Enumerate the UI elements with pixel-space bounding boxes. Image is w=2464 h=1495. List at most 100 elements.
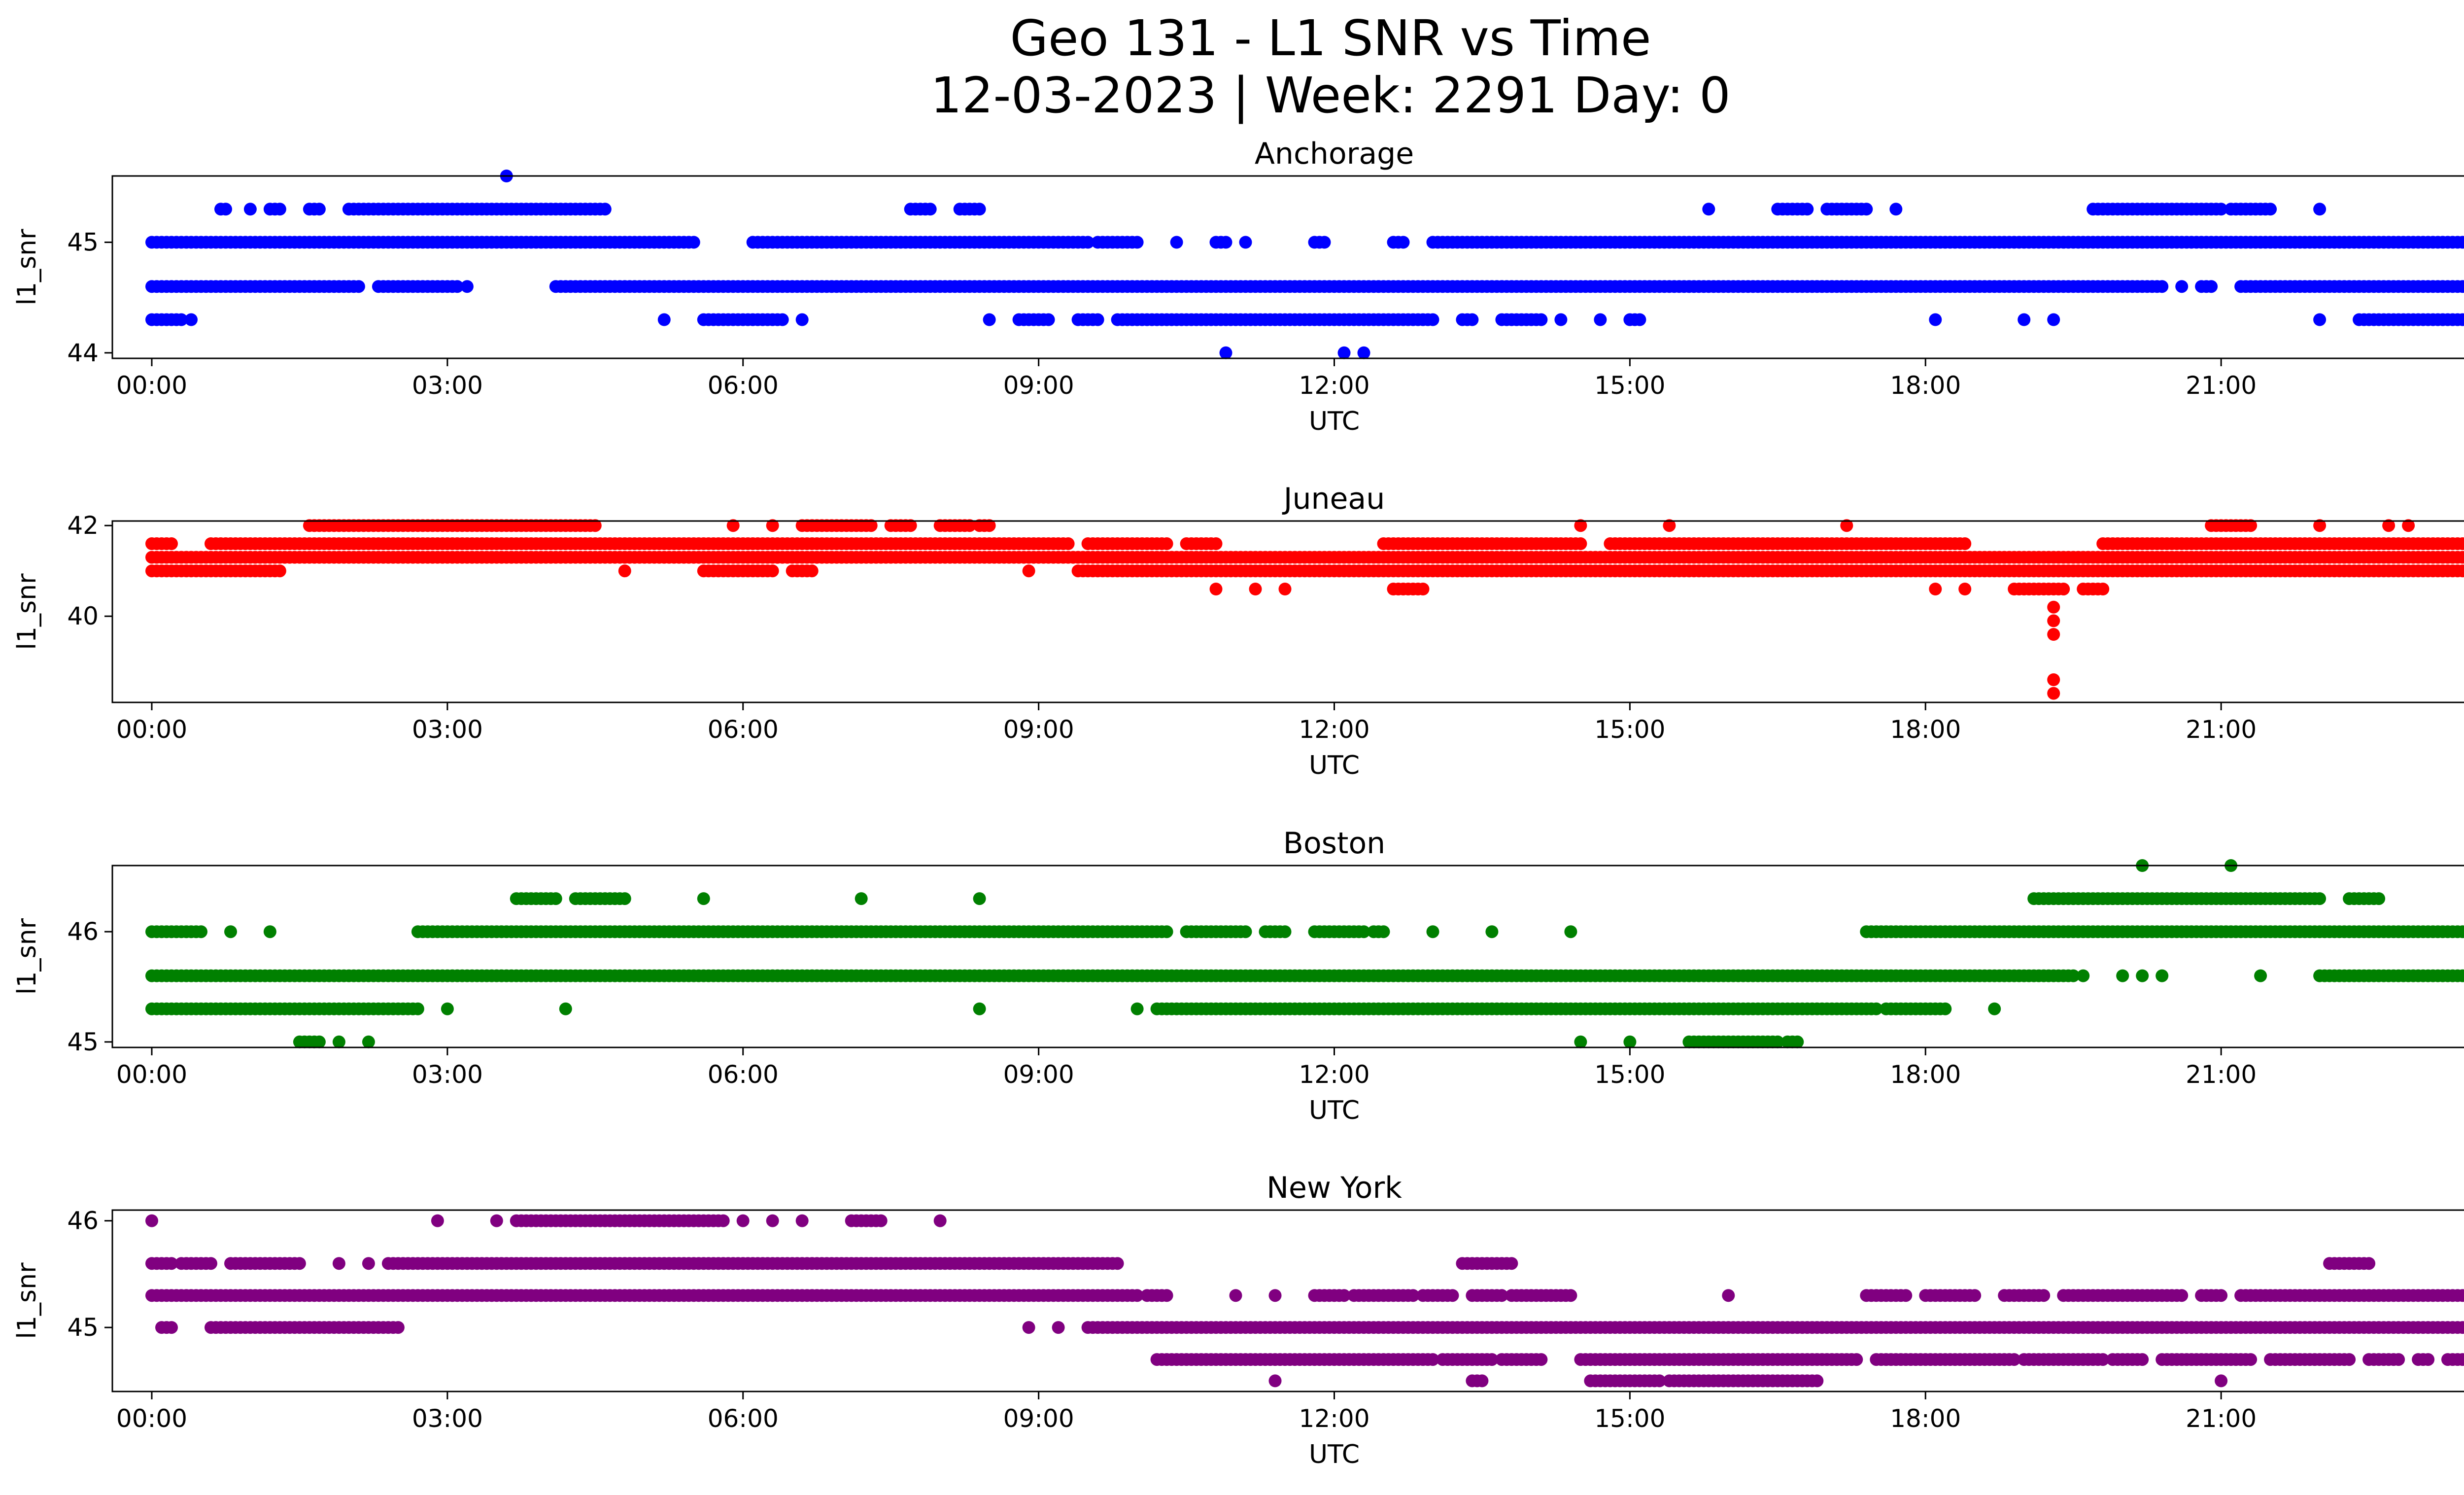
data-point — [874, 1214, 888, 1227]
data-point — [460, 280, 474, 293]
data-point — [1170, 236, 1183, 249]
data-point — [1958, 537, 1972, 550]
x-tick-label: 09:00 — [1003, 715, 1074, 744]
data-point — [766, 519, 779, 532]
data-point — [1929, 583, 1942, 595]
x-tick-label: 03:00 — [412, 371, 483, 400]
data-point — [1091, 313, 1104, 326]
data-point — [1594, 313, 1607, 326]
data-point — [855, 892, 868, 905]
x-tick-label: 12:00 — [1299, 715, 1369, 744]
data-point — [2136, 969, 2149, 982]
data-point — [1268, 1289, 1282, 1302]
data-point — [1840, 519, 1853, 532]
data-point — [2372, 892, 2386, 905]
data-point — [1426, 313, 1439, 326]
data-point — [175, 313, 188, 326]
data-point — [1889, 203, 1903, 216]
x-tick-label: 06:00 — [708, 1060, 779, 1089]
data-point — [1416, 583, 1430, 595]
data-point — [1564, 925, 1577, 939]
data-point — [618, 892, 631, 905]
data-point — [687, 236, 700, 249]
data-point — [1318, 236, 1331, 249]
data-point — [1811, 1374, 1824, 1388]
data-point — [1722, 1289, 1735, 1302]
data-point — [1446, 1289, 1459, 1302]
data-point — [219, 203, 232, 216]
data-point — [352, 280, 365, 293]
data-point — [1130, 236, 1144, 249]
data-point — [2175, 1289, 2189, 1302]
x-tick-label: 21:00 — [2186, 371, 2257, 400]
data-point — [1574, 1035, 1587, 1048]
data-point — [1397, 236, 1410, 249]
data-point — [1564, 1289, 1577, 1302]
data-point — [1249, 583, 1262, 595]
data-point — [1337, 346, 1351, 359]
data-point — [145, 1214, 158, 1227]
data-point — [1702, 203, 1715, 216]
data-point — [1485, 925, 1499, 939]
data-point — [1968, 1289, 1982, 1302]
data-point — [805, 564, 819, 578]
data-point — [1988, 1002, 2001, 1015]
data-point — [273, 203, 286, 216]
data-point — [1160, 537, 1173, 550]
subplot-title: New York — [1266, 1171, 1402, 1205]
data-point — [1554, 313, 1568, 326]
data-point — [1475, 1374, 1489, 1388]
x-tick-label: 00:00 — [116, 371, 187, 400]
data-point — [2461, 281, 2464, 292]
data-point — [2215, 1374, 2228, 1388]
data-point — [1791, 1035, 1804, 1048]
data-point — [618, 564, 631, 578]
y-tick-label: 45 — [67, 1028, 99, 1056]
data-point — [904, 519, 917, 532]
data-point — [2116, 969, 2129, 982]
data-point — [2244, 519, 2258, 532]
data-point — [2362, 1257, 2376, 1270]
data-point — [2047, 628, 2060, 641]
x-tick-label: 06:00 — [708, 1404, 779, 1433]
data-point — [973, 203, 986, 216]
data-point — [362, 1257, 375, 1270]
data-point — [263, 925, 276, 939]
x-tick-label: 15:00 — [1594, 371, 1665, 400]
data-point — [362, 1035, 375, 1048]
data-point — [2313, 203, 2327, 216]
data-point — [2156, 969, 2169, 982]
y-axis-label: l1_snr — [12, 573, 42, 650]
x-tick-label: 00:00 — [116, 1060, 187, 1089]
data-point — [1574, 519, 1587, 532]
data-point — [2343, 1353, 2356, 1366]
data-point — [2313, 519, 2327, 532]
data-point — [2313, 892, 2327, 905]
x-tick-label: 00:00 — [116, 1404, 187, 1433]
y-tick-label: 42 — [67, 511, 99, 540]
data-points — [145, 170, 2464, 359]
x-tick-label: 15:00 — [1594, 715, 1665, 744]
data-point — [332, 1035, 345, 1048]
data-point — [1466, 313, 1479, 326]
data-point — [1219, 346, 1232, 359]
data-point — [1958, 583, 1972, 595]
x-tick-label: 18:00 — [1890, 1060, 1961, 1089]
data-point — [1929, 313, 1942, 326]
data-point — [983, 519, 996, 532]
data-point — [1239, 236, 1252, 249]
data-point — [1229, 1289, 1242, 1302]
x-tick-label: 15:00 — [1594, 1060, 1665, 1089]
figure-title-line1: Geo 131 - L1 SNR vs Time — [1010, 9, 1651, 67]
data-point — [1061, 537, 1075, 550]
data-point — [1022, 564, 1035, 578]
data-point — [973, 892, 986, 905]
data-point — [2215, 203, 2228, 216]
subplot-title: Juneau — [1282, 482, 1385, 516]
figure-title-line2: 12-03-2023 | Week: 2291 Day: 0 — [930, 67, 1730, 124]
x-tick-label: 12:00 — [1299, 371, 1369, 400]
data-point — [1574, 537, 1587, 550]
